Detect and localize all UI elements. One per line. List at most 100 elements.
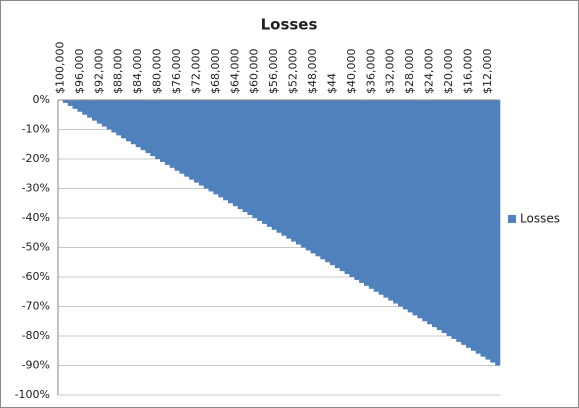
bar [121,100,127,139]
bar [359,100,365,283]
bar [228,100,234,204]
bar [203,100,209,189]
y-tick-label: -30% [22,182,50,195]
bar [286,100,292,239]
x-tick-label: $68,000 [209,49,222,95]
bar [150,100,156,157]
bar [101,100,107,127]
bar [373,100,379,292]
bar [276,100,282,233]
bar [310,100,316,254]
x-tick-label: $44 [325,73,338,94]
bar [247,100,253,216]
bar [364,100,370,286]
x-tick-label: $88,000 [112,49,125,95]
bar [300,100,307,248]
x-tick-label: $32,000 [384,49,397,95]
bar [378,100,384,295]
x-tick-label: $40,000 [345,49,358,95]
bar [388,100,394,301]
x-tick-label: $48,000 [306,49,319,95]
bar [252,100,258,218]
bar [320,100,326,260]
bar [266,100,273,227]
bar [402,100,409,310]
bar [116,100,122,136]
y-tick-label: -40% [22,211,50,224]
bar [62,100,69,103]
bar [160,100,166,162]
bar [490,100,496,363]
bar [140,100,146,151]
x-tick-label: $64,000 [228,49,241,95]
bar [427,100,433,325]
y-tick-label: -70% [22,300,50,313]
bar [135,100,141,148]
bar [432,100,438,328]
y-tick-label: -20% [22,152,50,165]
x-tick-label: $92,000 [92,49,105,95]
bar [339,100,345,272]
bar [208,100,214,192]
bar [383,100,389,298]
bar [213,100,219,195]
bar [67,100,73,106]
bar [475,100,481,354]
bar [412,100,418,316]
bar [456,100,462,342]
x-tick-label: $84,000 [131,49,144,95]
x-tick-label: $100,000 [53,42,66,95]
bar [330,100,336,266]
bar [325,100,331,263]
bar [461,100,467,345]
bar [257,100,263,221]
y-tick-label: -100% [15,388,50,401]
bar [480,100,486,357]
bar [291,100,297,242]
bar [354,100,360,280]
bar [436,100,443,331]
bar [145,100,151,154]
bar [169,100,175,168]
bar [72,100,78,109]
x-tick-label: $60,000 [248,49,261,95]
bar [451,100,457,339]
chart-title: Losses [261,16,318,34]
bar [77,100,83,112]
bar [189,100,195,180]
bar [242,100,248,213]
bar [485,100,491,360]
bar [262,100,268,224]
bar [223,100,229,201]
bar [296,100,302,245]
y-tick-label: -90% [22,359,50,372]
bar [174,100,180,171]
bar [106,100,112,130]
y-tick-label: -60% [22,270,50,283]
bar [164,100,171,165]
y-tick-label: -80% [22,329,50,342]
x-tick-label: $20,000 [442,49,455,95]
x-tick-label: $72,000 [189,49,202,95]
bar [315,100,321,257]
bar [126,100,132,142]
x-tick-label: $80,000 [151,49,164,95]
bar [184,100,190,177]
bar [271,100,277,230]
bar [446,100,452,336]
bar [349,100,355,277]
y-tick-label: -50% [22,241,50,254]
bar [198,100,205,186]
bar [281,100,287,236]
bar [87,100,93,118]
x-tick-label: $24,000 [423,49,436,95]
y-tick-label: 0% [33,93,50,106]
bar [130,100,137,145]
bar [305,100,311,251]
x-tick-label: $16,000 [461,49,474,95]
legend-label: Losses [520,212,560,226]
bar [398,100,404,307]
bar [368,100,375,289]
bar [155,100,161,159]
